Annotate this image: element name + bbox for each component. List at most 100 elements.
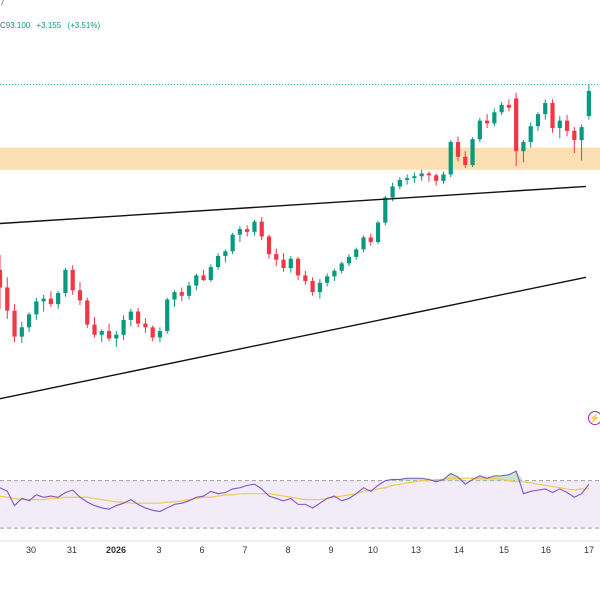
x-tick-label: 13 xyxy=(411,545,421,555)
candle-body xyxy=(455,141,461,157)
candle xyxy=(143,318,148,333)
candle-body xyxy=(266,236,272,255)
candle xyxy=(48,291,53,307)
candle-body xyxy=(136,311,141,324)
candle-body xyxy=(295,258,301,276)
candle xyxy=(317,279,322,299)
candle-body xyxy=(172,292,177,300)
candle-body xyxy=(514,98,519,152)
candle xyxy=(339,261,344,274)
candle xyxy=(579,124,584,161)
candle xyxy=(70,265,75,295)
candle-body xyxy=(586,90,591,116)
candle-body xyxy=(303,275,308,281)
candle xyxy=(245,225,250,237)
candle xyxy=(325,273,330,287)
candle xyxy=(281,253,286,272)
x-tick-label: 2026 xyxy=(106,545,126,555)
candle-body xyxy=(390,186,395,198)
ohlc-legend: C93.100 +3.155 (+3.51%) xyxy=(0,21,104,30)
candle-body xyxy=(317,282,322,293)
candle xyxy=(477,117,482,142)
candle-body xyxy=(201,275,206,281)
candle xyxy=(150,325,155,342)
candle xyxy=(259,217,264,241)
candle-body xyxy=(19,327,24,337)
candle-body xyxy=(448,141,453,175)
candle xyxy=(514,92,519,167)
candle-body xyxy=(405,178,410,180)
candle-body xyxy=(339,263,344,271)
candle xyxy=(12,304,17,343)
x-tick-label: 9 xyxy=(328,545,333,555)
candle xyxy=(34,297,39,320)
candle xyxy=(128,308,133,327)
candle xyxy=(157,327,163,343)
candle xyxy=(412,172,417,183)
change-value: +3.155 xyxy=(36,21,62,30)
candle-body xyxy=(274,254,279,260)
candle xyxy=(194,273,199,291)
x-tick-label: 10 xyxy=(368,545,378,555)
candle xyxy=(572,127,577,154)
candle-body xyxy=(426,173,432,176)
candle xyxy=(426,171,432,182)
candle xyxy=(470,137,475,167)
candle-body xyxy=(252,221,257,232)
candle-body xyxy=(434,175,439,181)
candle xyxy=(252,219,257,236)
candle-body xyxy=(564,120,570,131)
candle-body xyxy=(354,249,359,257)
candle-body xyxy=(0,269,3,288)
trendlines xyxy=(0,185,587,400)
x-tick-label: 14 xyxy=(454,545,464,555)
close-label: C xyxy=(0,21,6,30)
candle-body xyxy=(325,276,330,283)
candle xyxy=(506,99,511,112)
candle-body xyxy=(361,237,366,250)
candle xyxy=(77,281,83,306)
candle xyxy=(237,226,243,243)
candle xyxy=(99,329,104,343)
candle-body xyxy=(92,324,97,335)
x-tick-label: 17 xyxy=(584,545,594,555)
x-tick-label: 16 xyxy=(541,545,551,555)
candle xyxy=(85,297,90,329)
candle-body xyxy=(12,310,17,337)
candle-body xyxy=(63,269,68,294)
candlestick-series xyxy=(0,84,591,347)
candle xyxy=(19,321,24,344)
candle xyxy=(26,312,32,332)
candle-body xyxy=(499,104,504,113)
candle xyxy=(383,195,388,226)
candle-body xyxy=(223,251,228,256)
candle-body xyxy=(383,197,388,223)
candle-body xyxy=(230,234,235,252)
candle-body xyxy=(441,174,446,181)
candle xyxy=(165,297,170,334)
change-percent: (+3.51%) xyxy=(67,21,101,30)
candle xyxy=(92,317,97,338)
candle xyxy=(274,248,279,267)
candle xyxy=(121,315,126,341)
candle xyxy=(557,116,562,139)
candle xyxy=(441,171,446,184)
candle-body xyxy=(375,222,381,243)
candle-body xyxy=(165,299,170,332)
candle-body xyxy=(543,103,548,115)
rsi-pane xyxy=(0,470,600,529)
candle xyxy=(499,102,504,116)
candle xyxy=(361,235,366,253)
candle-body xyxy=(288,258,293,268)
candle xyxy=(172,290,177,307)
candle-body xyxy=(77,290,83,301)
candle-body xyxy=(48,298,53,305)
candle-body xyxy=(477,120,482,140)
candle xyxy=(216,253,221,270)
candle-body xyxy=(245,229,250,232)
candle-body xyxy=(557,120,562,129)
x-tick-label: 31 xyxy=(67,545,77,555)
candle-body xyxy=(85,300,90,325)
lightning-icon[interactable]: ⚡ xyxy=(588,411,600,425)
